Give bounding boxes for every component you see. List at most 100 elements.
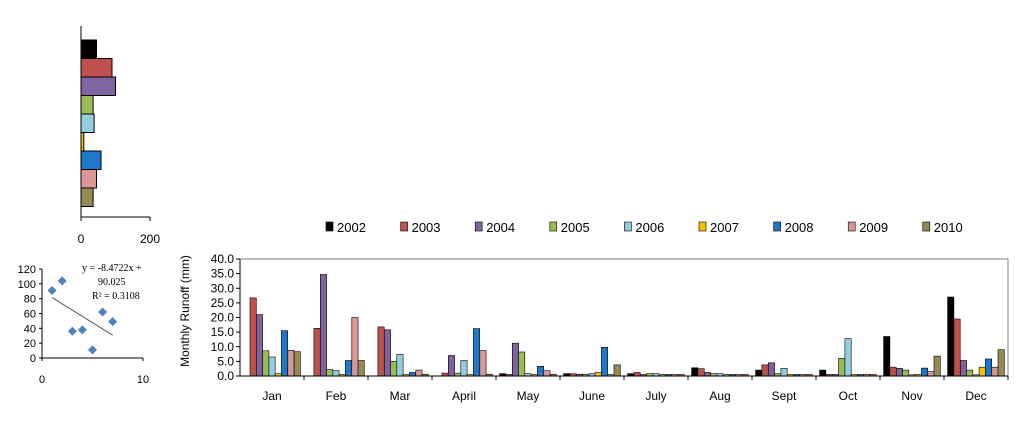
scatter-trendline xyxy=(51,297,113,336)
runoff-bar-2004-Jan xyxy=(255,314,263,377)
runoff-x-tick-label: Sept xyxy=(772,389,797,403)
legend-label-2005: 2005 xyxy=(561,220,590,235)
runoff-bar-2003-Aug xyxy=(697,368,705,377)
scatter-x-tick-label: 10 xyxy=(137,374,149,386)
runoff-bar-2009-Mar xyxy=(415,369,423,377)
runoff-y-tick-label: 5.0 xyxy=(217,354,234,368)
hbar-2005 xyxy=(80,95,94,115)
runoff-bar-group xyxy=(249,274,1005,377)
runoff-bar-2003-Nov xyxy=(889,366,897,377)
runoff-bar-2009-Nov xyxy=(927,371,935,377)
trendline-equation-line2: 90.025 xyxy=(98,277,126,288)
scatter-y-tick-label: 60 xyxy=(24,309,36,321)
hbar-2006 xyxy=(80,113,95,133)
runoff-bar-2009-Jan xyxy=(287,349,295,377)
runoff-bar-2005-Mar xyxy=(390,361,398,377)
runoff-bar-2008-May xyxy=(537,365,545,377)
scatter-y-tick-label: 20 xyxy=(24,338,36,350)
runoff-bar-2008-Feb xyxy=(345,360,352,377)
runoff-y-ticks: 0.05.010.015.020.025.030.035.040.0 xyxy=(211,252,240,383)
runoff-bar-2003-Dec xyxy=(953,318,961,377)
runoff-x-ticks: Jan Feb Mar April May June July Aug Sept Oct Nov De… xyxy=(262,376,1009,403)
scatter-y-tick-label: 100 xyxy=(18,279,36,291)
runoff-bar-2009-Dec xyxy=(991,366,999,377)
runoff-bar-2003-Feb xyxy=(313,327,321,377)
scatter-point xyxy=(77,325,87,335)
scatter-x-tick-label: 0 xyxy=(39,374,45,386)
runoff-bar-2008-April xyxy=(473,328,480,377)
horizontal-bar-group xyxy=(80,39,116,207)
runoff-bar-2009-May xyxy=(543,370,551,377)
runoff-bar-2003-Mar xyxy=(377,326,385,377)
runoff-bar-2008-Mar xyxy=(409,372,416,377)
runoff-bar-2008-June xyxy=(601,346,609,377)
legend-swatch-2004 xyxy=(474,221,483,232)
legend-swatch-2005 xyxy=(549,221,558,232)
runoff-bar-2006-Feb xyxy=(332,370,340,377)
legend-swatch-2002 xyxy=(325,221,334,232)
runoff-x-tick-label: Mar xyxy=(390,389,411,403)
scatter-point xyxy=(67,326,77,336)
horizontal-bar-chart: 0 200 xyxy=(78,26,160,246)
runoff-bar-2005-Dec xyxy=(966,369,974,377)
runoff-bar-2002-Aug xyxy=(691,367,699,377)
legend-label-2009: 2009 xyxy=(859,220,888,235)
scatter-y-tick-label: 0 xyxy=(30,353,36,365)
scatter-chart: 0 20 40 60 80 100 120 0 10 y = -8.4722x + 90.025… xyxy=(18,263,149,386)
runoff-bar-2010-Nov xyxy=(933,355,941,377)
runoff-x-tick-label: April xyxy=(452,389,476,403)
runoff-bar-2005-Feb xyxy=(326,369,334,377)
runoff-bar-2007-June xyxy=(594,372,602,377)
runoff-bar-2005-Oct xyxy=(838,358,846,377)
runoff-bar-2004-Nov xyxy=(895,368,903,377)
runoff-bar-2008-Dec xyxy=(985,358,993,377)
runoff-bar-2003-Jan xyxy=(249,297,257,377)
legend-label-2010: 2010 xyxy=(934,220,963,235)
runoff-bar-2009-April xyxy=(479,350,487,377)
runoff-bar-2006-April xyxy=(460,360,468,377)
runoff-bar-2007-Dec xyxy=(978,366,986,377)
scatter-y-tick-label: 40 xyxy=(24,323,36,335)
scatter-point xyxy=(88,345,97,355)
runoff-bar-2006-Oct xyxy=(844,338,852,377)
hbar-2002 xyxy=(80,39,97,59)
hbar-2003 xyxy=(80,58,113,78)
runoff-x-tick-label: Nov xyxy=(901,389,922,403)
runoff-x-tick-label: July xyxy=(645,389,666,403)
legend-label-2004: 2004 xyxy=(486,220,515,235)
scatter-y-tick-label: 80 xyxy=(24,294,36,306)
horizontal-bar-x-ticks: 0 200 xyxy=(78,217,160,246)
runoff-bar-2005-May xyxy=(518,351,526,377)
legend: 2002 2003 2004 2005 2006 2007 2008 2009 2010 xyxy=(325,220,963,235)
hbar-2008 xyxy=(80,150,102,170)
runoff-bar-2004-Aug xyxy=(703,372,711,377)
runoff-y-tick-label: 10.0 xyxy=(211,340,235,354)
hbar-tick-label: 200 xyxy=(140,232,160,246)
runoff-bar-2002-Nov xyxy=(883,336,891,377)
legend-label-2007: 2007 xyxy=(710,220,739,235)
scatter-point xyxy=(57,276,67,286)
runoff-bar-2008-Jan xyxy=(281,330,288,377)
scatter-point xyxy=(108,317,118,327)
legend-swatch-2010 xyxy=(922,221,931,232)
runoff-x-tick-label: Jan xyxy=(262,389,281,403)
runoff-bar-2004-Mar xyxy=(383,329,391,377)
legend-swatch-2003 xyxy=(400,221,408,232)
runoff-y-tick-label: 15.0 xyxy=(211,325,235,339)
runoff-bar-2006-Jan xyxy=(268,356,276,377)
runoff-bar-2003-Sept xyxy=(761,364,769,377)
runoff-x-tick-label: Oct xyxy=(839,389,858,403)
runoff-bar-2002-Oct xyxy=(819,369,827,377)
runoff-y-tick-label: 30.0 xyxy=(211,281,235,295)
legend-swatch-2007 xyxy=(698,221,707,232)
scatter-point xyxy=(47,286,57,296)
runoff-y-tick-label: 0.0 xyxy=(217,369,234,383)
runoff-bar-2002-Dec xyxy=(947,296,955,377)
legend-swatch-2008 xyxy=(773,221,781,232)
runoff-x-tick-label: Dec xyxy=(965,389,986,403)
runoff-bar-2010-Dec xyxy=(997,349,1005,377)
runoff-y-tick-label: 20.0 xyxy=(211,311,235,325)
runoff-bar-2010-June xyxy=(613,364,621,377)
runoff-bar-2006-Sept xyxy=(780,368,788,377)
